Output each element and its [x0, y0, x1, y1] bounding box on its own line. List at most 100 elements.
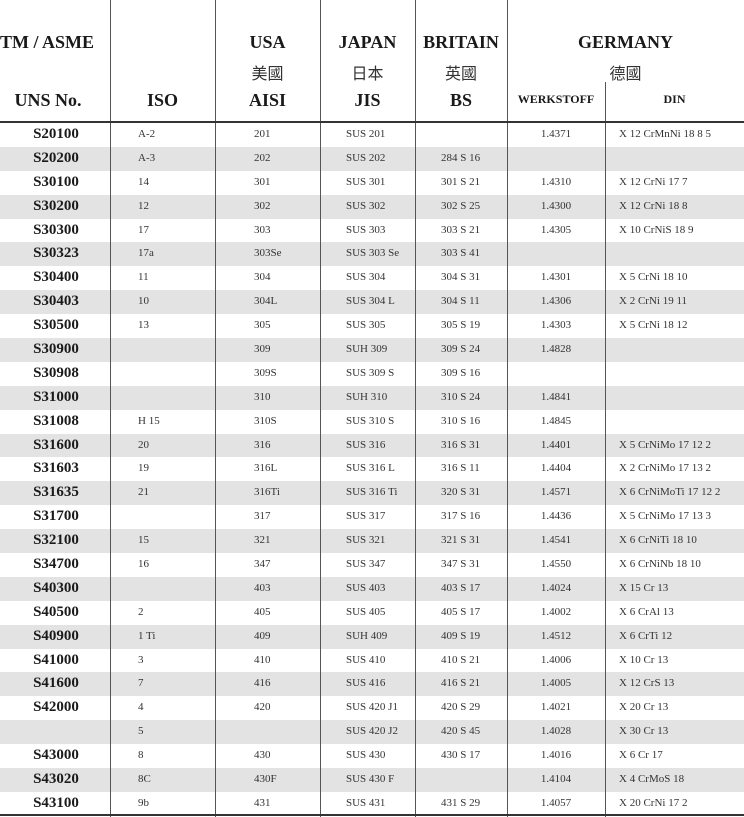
iso-cell: 2 — [138, 605, 144, 618]
din-cell: X 12 CrNi 18 8 — [619, 199, 688, 212]
uns-cell: S43020 — [33, 771, 79, 788]
iso-cell: 10 — [138, 295, 149, 308]
column-divider — [110, 0, 111, 817]
bs-cell: 320 S 31 — [441, 486, 481, 499]
column-divider — [415, 0, 416, 817]
bs-cell: 309 S 16 — [441, 366, 481, 379]
bs-cell: 304 S 11 — [441, 295, 480, 308]
uns-cell: S30900 — [33, 341, 79, 358]
jis-cell: SUS 347 — [346, 558, 386, 571]
table-row: S30403 10 304L SUS 304 L 304 S 11 1.4306 X 2 C… — [0, 290, 744, 315]
jis-cell: SUS 316 — [346, 438, 386, 451]
table-row: S34700 16 347 SUS 347 347 S 31 1.4550 X 6 CrNi… — [0, 553, 744, 577]
werkstoff-cell: 1.4401 — [540, 438, 572, 451]
aisi-cell: 405 — [254, 605, 271, 618]
bs-cell: 431 S 29 — [441, 796, 481, 809]
table-row: S20200 A-3 202 SUS 202 284 S 16 — [0, 146, 744, 171]
table-row: S43000 8 430 SUS 430 430 S 17 1.4016 X 6 Cr 17 — [0, 744, 744, 768]
iso-cell: 7 — [138, 677, 144, 690]
bs-cell: 430 S 17 — [441, 749, 481, 762]
bs-cell: 405 S 17 — [441, 605, 481, 618]
bs-cell: 403 S 17 — [441, 581, 481, 594]
column-divider — [320, 0, 321, 817]
din-cell: X 6 CrNiMoTi 17 12 2 — [619, 486, 721, 499]
header-usa: USA — [249, 32, 286, 52]
iso-cell: 8C — [138, 773, 151, 786]
din-cell: X 6 CrNiTi 18 10 — [619, 534, 697, 547]
aisi-cell: 201 — [254, 128, 271, 140]
uns-cell: S34700 — [33, 556, 79, 573]
table-row: S31603 19 316L SUS 316 L 316 S 11 1.4404 X 2 C… — [0, 457, 744, 481]
jis-cell: SUS 316 L — [346, 462, 395, 475]
werkstoff-cell: 1.4310 — [540, 175, 572, 188]
jis-cell: SUS 316 Ti — [346, 486, 398, 499]
aisi-cell: 321 — [254, 534, 271, 547]
jis-cell: SUS 202 — [346, 151, 386, 164]
jis-cell: SUS 430 F — [346, 773, 395, 786]
table-row: S30500 13 305 SUS 305 305 S 19 1.4303 X 5 CrNi… — [0, 314, 744, 338]
werkstoff-cell: 1.4016 — [540, 749, 572, 762]
jis-cell: SUS 403 — [346, 581, 386, 594]
bottom-rule — [0, 814, 744, 816]
din-cell: X 5 CrNiMo 17 12 2 — [619, 438, 711, 451]
uns-cell: S43100 — [33, 794, 79, 811]
uns-cell: S30908 — [33, 364, 79, 381]
iso-cell: 19 — [138, 462, 149, 475]
table-row: S31700 317 SUS 317 317 S 16 1.4436 X 5 CrNiMo… — [0, 505, 744, 529]
jis-cell: SUS 420 J2 — [346, 725, 398, 738]
jis-cell: SUS 301 — [346, 175, 386, 188]
din-cell: X 5 CrNiMo 17 13 3 — [619, 510, 711, 523]
uns-cell: S30200 — [33, 197, 79, 214]
din-cell: X 12 CrMnNi 18 8 5 — [619, 128, 711, 140]
din-cell: X 6 CrTi 12 — [619, 629, 673, 642]
header-rule — [0, 121, 744, 123]
aisi-cell: 430F — [254, 773, 277, 786]
din-cell: X 12 CrNi 17 7 — [619, 175, 688, 188]
jis-cell: SUS 310 S — [346, 414, 395, 427]
jis-cell: SUS 304 L — [346, 295, 395, 308]
uns-cell: S41600 — [33, 675, 79, 692]
iso-cell: 8 — [138, 749, 144, 762]
iso-cell: 21 — [138, 486, 149, 499]
header-werkstoff: WERKSTOFF — [517, 92, 595, 106]
werkstoff-cell: 1.4021 — [540, 701, 572, 714]
bs-cell: 310 S 16 — [441, 414, 481, 427]
jis-cell: SUS 416 — [346, 677, 386, 690]
bs-cell: 420 S 29 — [441, 701, 481, 714]
werkstoff-cell: 1.4006 — [540, 653, 572, 666]
jis-cell: SUH 309 — [346, 343, 388, 356]
jis-cell: SUS 302 — [346, 199, 386, 212]
werkstoff-cell: 1.4841 — [540, 390, 572, 403]
bs-cell: 303 S 21 — [441, 223, 481, 236]
jis-cell: SUS 410 — [346, 653, 386, 666]
jis-cell: SUS 420 J1 — [346, 701, 398, 714]
bs-cell: 303 S 41 — [441, 247, 481, 260]
uns-cell: S30323 — [33, 245, 79, 262]
jis-cell: SUS 201 — [346, 128, 386, 140]
uns-cell: S30403 — [33, 293, 79, 310]
aisi-cell: 420 — [254, 701, 271, 714]
bs-cell: 420 S 45 — [441, 725, 481, 738]
din-cell: X 20 CrNi 17 2 — [619, 796, 688, 809]
werkstoff-cell: 1.4057 — [540, 796, 572, 809]
table-row: S31008 H 15 310S SUS 310 S 310 S 16 1.4845 — [0, 410, 744, 434]
jis-cell: SUS 405 — [346, 605, 386, 618]
table-row: S42000 4 420 SUS 420 J1 420 S 29 1.4021 X 20 C… — [0, 696, 744, 720]
werkstoff-cell: 1.4301 — [540, 271, 572, 284]
werkstoff-cell: 1.4303 — [540, 319, 572, 332]
uns-cell: S31700 — [33, 508, 79, 525]
table-row: S30100 14 301 SUS 301 301 S 21 1.4310 X 12 CrN… — [0, 171, 744, 195]
header-uns: UNS No. — [14, 90, 82, 110]
din-cell: X 12 CrS 13 — [619, 677, 675, 690]
din-cell: X 5 CrNi 18 12 — [619, 319, 688, 332]
header-britain-cn: 英國 — [444, 64, 477, 83]
werkstoff-cell: 1.4002 — [540, 605, 572, 618]
aisi-cell: 309S — [254, 366, 277, 379]
jis-cell: SUS 321 — [346, 534, 386, 547]
aisi-cell: 431 — [254, 796, 271, 809]
jis-cell: SUS 304 — [346, 271, 386, 284]
din-cell: X 6 CrNiNb 18 10 — [619, 558, 701, 571]
uns-cell: S40300 — [33, 579, 79, 596]
header-astm-asme: TM / ASME — [0, 32, 95, 52]
uns-cell: S40900 — [33, 627, 79, 644]
